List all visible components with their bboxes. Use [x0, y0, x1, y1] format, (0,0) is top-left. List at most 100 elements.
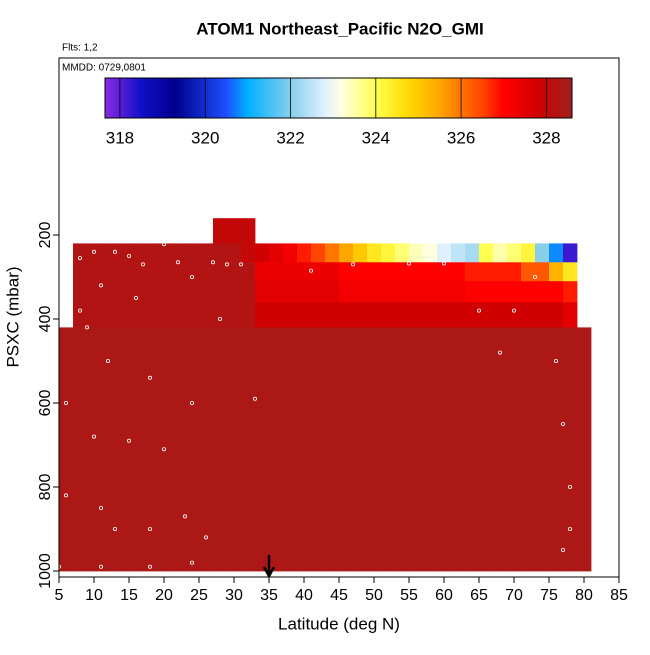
heatmap-cell	[549, 281, 564, 303]
y-tick-label: 200	[37, 222, 54, 249]
heatmap-cell	[367, 281, 382, 303]
heatmap-cell	[423, 327, 438, 572]
observation-point	[64, 493, 69, 498]
observation-point	[147, 526, 152, 531]
heatmap-cell	[409, 243, 424, 263]
heatmap-cell	[115, 327, 130, 572]
observation-point	[140, 262, 145, 267]
heatmap-cell	[451, 243, 466, 263]
heatmap-cell	[479, 243, 494, 263]
observation-point	[106, 358, 111, 363]
heatmap-cell	[297, 327, 312, 572]
heatmap-cell	[171, 302, 186, 328]
heatmap-cell	[101, 243, 116, 263]
heatmap-cell	[199, 262, 214, 282]
heatmap-cell	[353, 262, 368, 282]
y-tick-label: 600	[37, 390, 54, 417]
heatmap-cell	[367, 262, 382, 282]
heatmap-cell	[465, 281, 480, 303]
observation-point	[476, 308, 481, 313]
heatmap-cell	[185, 281, 200, 303]
observation-point	[224, 262, 229, 267]
heatmap-cell	[535, 262, 550, 282]
heatmap-cell	[353, 281, 368, 303]
observation-point	[252, 396, 257, 401]
arrow-head	[262, 566, 276, 579]
heatmap-cell	[521, 262, 536, 282]
heatmap-cell	[157, 327, 172, 572]
heatmap-cell	[563, 281, 578, 303]
heatmap-cell	[535, 281, 550, 303]
heatmap-cell	[521, 281, 536, 303]
colorbar-tick-label: 328	[532, 128, 560, 147]
heatmap-cell	[297, 302, 312, 328]
heatmap-cell	[269, 302, 284, 328]
heatmap-cell	[73, 302, 88, 328]
heatmap-cell	[339, 243, 354, 263]
heatmap-cell	[101, 327, 116, 572]
x-tick-label: 50	[365, 587, 383, 604]
heatmap-cell	[115, 302, 130, 328]
x-tick-label: 40	[295, 587, 313, 604]
heatmap-cell	[171, 327, 186, 572]
heatmap-cell	[283, 262, 298, 282]
heatmap-cell	[325, 262, 340, 282]
observation-point	[217, 316, 222, 321]
y-tick-label: 800	[37, 474, 54, 501]
observation-point	[561, 421, 566, 426]
observation-point	[64, 400, 69, 405]
heatmap-cell	[157, 302, 172, 328]
observation-point	[406, 261, 411, 266]
y-tick-label: 400	[37, 306, 54, 333]
heatmap-cell	[325, 327, 340, 572]
heatmap-cell	[73, 243, 88, 263]
heatmap-cell	[339, 302, 354, 328]
heatmap-cell	[353, 327, 368, 572]
heatmap-cell	[493, 302, 508, 328]
heatmap-cell	[325, 302, 340, 328]
observation-point	[441, 261, 446, 266]
heatmap-cell	[549, 302, 564, 328]
heatmap-cell	[213, 302, 228, 328]
heatmap-cell	[367, 302, 382, 328]
heatmap-cell	[353, 302, 368, 328]
heatmap-cell	[283, 302, 298, 328]
heatmap-cell	[115, 243, 130, 263]
observation-point	[203, 535, 208, 540]
heatmap-cell	[423, 281, 438, 303]
heatmap-cell	[255, 302, 270, 328]
heatmap-cell	[115, 262, 130, 282]
heatmap-cell	[479, 302, 494, 328]
observation-point	[92, 434, 97, 439]
observation-point	[127, 253, 132, 258]
heatmap-cell	[185, 262, 200, 282]
observation-point	[78, 256, 83, 261]
heatmap-cell	[87, 281, 102, 303]
colorbar-tick-label: 322	[276, 128, 304, 147]
heatmap-cell	[227, 327, 242, 572]
heatmap-cell	[423, 302, 438, 328]
observation-point	[238, 262, 243, 267]
heatmap-cell	[465, 302, 480, 328]
heatmap-cell	[535, 302, 550, 328]
heatmap-cell	[59, 327, 74, 572]
heatmap-cell	[381, 262, 396, 282]
heatmap-cell	[437, 302, 452, 328]
observation-point	[161, 447, 166, 452]
heatmap-cell	[213, 327, 228, 572]
heatmap-cell	[185, 243, 200, 263]
observation-point	[189, 400, 194, 405]
heatmap-cell	[129, 327, 144, 572]
heatmap-cell	[395, 327, 410, 572]
heatmap-cell	[213, 281, 228, 303]
colorbar-tick-label: 318	[106, 128, 134, 147]
heatmap-cell	[171, 262, 186, 282]
heatmap-cell	[451, 262, 466, 282]
observation-point	[189, 274, 194, 279]
heatmap-cell	[353, 243, 368, 263]
heatmap-cell	[101, 302, 116, 328]
observation-point	[533, 274, 538, 279]
heatmap-cell	[437, 327, 452, 572]
heatmap-cell	[171, 243, 186, 263]
heatmap-cell	[423, 262, 438, 282]
